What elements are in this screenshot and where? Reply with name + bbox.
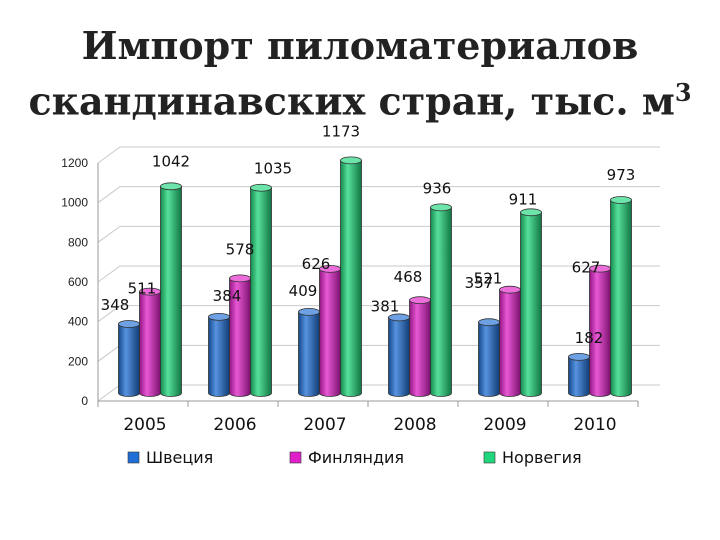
bar-body [409, 299, 431, 397]
bar-top [478, 318, 500, 327]
bar-Норвегия-2008 [430, 203, 452, 397]
x-tick-label: 2005 [123, 415, 166, 435]
bar-Финляндия-2008 [409, 296, 431, 397]
y-tick-label: 400 [68, 315, 88, 329]
bar-top [229, 274, 251, 283]
legend-label: Швеция [146, 448, 213, 467]
data-label: 973 [607, 166, 636, 184]
x-tick-label: 2007 [303, 415, 346, 435]
chart-title-line-2: скандинавских стран, тыс. м3 [0, 69, 720, 125]
bar-Норвегия-2009 [520, 208, 542, 397]
legend: Швеция Финляндия Норвегия [127, 448, 582, 467]
bar-body [139, 291, 161, 397]
bar-Норвегия-2005 [160, 182, 182, 397]
bar-Швеция-2008 [388, 313, 410, 397]
bars [118, 156, 632, 397]
y-tick-label: 0 [81, 394, 88, 408]
bar-Швеция-2007 [298, 307, 320, 397]
data-label: 911 [509, 190, 538, 208]
x-tick-label: 2009 [483, 415, 526, 435]
legend-swatch [289, 451, 302, 464]
bar-Швеция-2009 [478, 318, 500, 397]
legend-label: Норвегия [502, 448, 582, 467]
chart-title-superscript: 3 [674, 78, 692, 107]
data-label: 468 [394, 268, 423, 286]
gridline [97, 146, 660, 164]
bar-body [250, 187, 272, 397]
bar-body [568, 356, 590, 397]
data-label: 409 [289, 282, 318, 300]
bar-body [520, 211, 542, 397]
x-tick-label: 2008 [393, 415, 436, 435]
bar-top [409, 296, 431, 305]
bar-top [340, 156, 362, 165]
bar-top [568, 353, 590, 361]
bar-body [388, 317, 410, 397]
data-label: 626 [302, 255, 331, 273]
data-label: 384 [213, 287, 242, 305]
bar-Швеция-2005 [118, 320, 140, 397]
y-tick-label: 1200 [61, 156, 88, 170]
bar-Швеция-2010 [568, 353, 590, 397]
bar-body [610, 199, 632, 397]
bar-Норвегия-2010 [610, 196, 632, 397]
bar-top [610, 196, 632, 204]
chart-title-line-2-text: скандинавских стран, тыс. м [28, 78, 675, 124]
gridline [97, 265, 660, 283]
y-tick-label: 600 [68, 275, 88, 289]
bar-body [499, 289, 521, 397]
legend-label: Финляндия [308, 448, 404, 467]
legend-swatch [127, 451, 140, 464]
bar-top [430, 203, 452, 212]
gridline [97, 225, 660, 243]
data-label: 381 [371, 297, 400, 315]
data-label: 1042 [152, 152, 190, 170]
bar-Финляндия-2007 [319, 264, 341, 397]
data-label: 357 [465, 274, 494, 292]
data-label: 521 [474, 270, 503, 288]
data-label: 182 [575, 329, 604, 347]
data-label: 1173 [322, 122, 360, 140]
x-tick-label: 2010 [573, 415, 616, 435]
data-label: 1035 [254, 160, 292, 178]
bar-body [319, 268, 341, 397]
bar-body [340, 159, 362, 397]
bar-top [250, 183, 272, 192]
bar-Финляндия-2009 [499, 285, 521, 397]
gridline [97, 186, 660, 204]
y-tick-label: 800 [68, 235, 88, 249]
x-tick-label: 2006 [213, 415, 256, 435]
gridline [97, 305, 660, 323]
y-tick-label: 1000 [61, 196, 88, 210]
data-label: 627 [572, 259, 601, 277]
bar-Швеция-2006 [208, 312, 230, 397]
chart-title: Импорт пиломатериалов скандинавских стра… [0, 22, 720, 125]
axes: 0 200 400 600 800 1000 1200 2005 2006 2007 2008 200… [61, 156, 639, 435]
bar-body [118, 323, 140, 397]
data-label: 348 [101, 296, 130, 314]
bar-body [430, 206, 452, 397]
data-label: 511 [128, 280, 157, 298]
bar-body [478, 321, 500, 397]
bar-body [160, 185, 182, 397]
bar-top [298, 307, 320, 316]
bar-Норвегия-2006 [250, 183, 272, 397]
bar-top [499, 285, 521, 294]
data-label: 578 [226, 240, 255, 258]
bar-top [160, 182, 182, 191]
bar-Финляндия-2005 [139, 287, 161, 397]
y-tick-label: 200 [68, 354, 88, 368]
data-label: 936 [423, 179, 452, 197]
bar-body [208, 316, 230, 397]
bar-top [520, 208, 542, 217]
chart-title-line-1: Импорт пиломатериалов [81, 23, 639, 68]
bar-Норвегия-2007 [340, 156, 362, 397]
bar-top [118, 320, 140, 328]
legend-swatch [483, 451, 496, 464]
bar-body [298, 311, 320, 397]
bar-top [208, 312, 230, 321]
